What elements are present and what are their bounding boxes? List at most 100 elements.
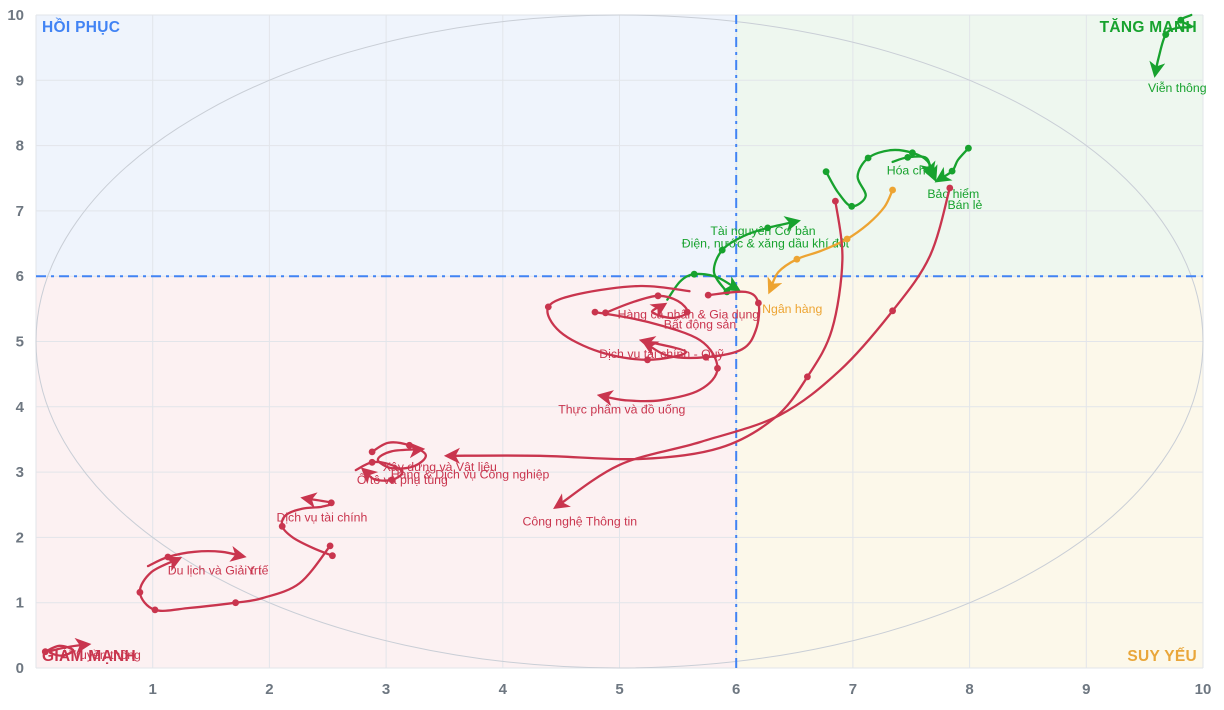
trail-group-3: Bán lẻ (891, 154, 982, 212)
trail-point-1[interactable] (848, 202, 856, 210)
trail-point-15[interactable] (327, 499, 335, 507)
trail-group-16: Du lịch và Giải trí (136, 542, 334, 614)
y-tick-5: 5 (16, 334, 24, 351)
trail-point-15[interactable] (329, 552, 336, 560)
trail-point-16[interactable] (136, 588, 144, 596)
sector-label-5: Điện, nước & xăng dầu khí đốt (682, 237, 850, 251)
y-tick-7: 7 (16, 203, 24, 220)
trail-point-0[interactable] (1162, 31, 1170, 38)
trail-point-6[interactable] (793, 255, 801, 263)
trail-point-18[interactable] (41, 648, 49, 656)
trail-point-8[interactable] (755, 299, 762, 307)
y-tick-9: 9 (16, 72, 24, 89)
trail-9[interactable] (546, 284, 691, 361)
trail-point-3[interactable] (904, 154, 912, 161)
y-tick-1: 1 (16, 595, 24, 612)
trail-point-17[interactable] (164, 553, 172, 561)
trail-group-2: Bảo hiểm (927, 144, 979, 201)
trail-point-14[interactable] (368, 458, 376, 466)
trail-point-4[interactable] (764, 224, 772, 232)
trail-point-6[interactable] (843, 235, 851, 243)
trail-point-1[interactable] (822, 168, 830, 176)
sector-label-18: Truyền thông (69, 648, 141, 662)
trail-point-13[interactable] (368, 448, 376, 456)
x-tick-7: 7 (849, 681, 857, 698)
trail-group-14: Ô tô và phụ tùng (354, 458, 448, 487)
x-tick-9: 9 (1082, 681, 1090, 698)
trail-group-11: Công nghệ Thông tin (522, 184, 954, 529)
sector-label-7: Hàng cá nhân & Gia dụng (618, 308, 760, 322)
trail-point-16[interactable] (232, 599, 240, 607)
y-tick-0: 0 (16, 660, 24, 677)
trail-group-12: Hàng & Dịch vụ Công nghiệp (391, 197, 844, 482)
trail-point-7[interactable] (654, 292, 662, 300)
x-tick-4: 4 (499, 681, 508, 698)
trail-point-1[interactable] (909, 149, 916, 157)
sector-label-13: Xây dựng và Vật liệu (383, 460, 497, 474)
trail-10[interactable] (593, 310, 719, 406)
trail-2[interactable] (934, 147, 970, 183)
trail-7[interactable] (604, 294, 689, 320)
trail-group-5: Điện, nước & xăng dầu khí đốt (666, 237, 850, 301)
sector-label-6: Ngân hàng (762, 302, 822, 316)
trail-16[interactable] (138, 544, 332, 613)
quadrant-label-top-left: HỒI PHỤC (42, 18, 120, 36)
y-tick-10: 10 (7, 7, 24, 24)
trail-point-8[interactable] (704, 291, 712, 299)
trail-point-2[interactable] (965, 144, 972, 152)
trail-point-6[interactable] (889, 186, 896, 194)
trail-group-0: Viễn thông (1148, 13, 1207, 95)
trail-point-12[interactable] (804, 373, 811, 381)
trail-group-13: Xây dựng và Vật liệu (368, 441, 497, 474)
trail-point-11[interactable] (889, 307, 896, 315)
trail-13[interactable] (370, 441, 427, 470)
y-tick-3: 3 (16, 464, 24, 481)
trail-group-10: Thực phẩm và đồ uống (558, 308, 721, 416)
trail-point-15[interactable] (278, 522, 286, 530)
sector-label-3: Bán lẻ (947, 198, 982, 212)
trail-point-9[interactable] (644, 356, 651, 364)
trail-point-16[interactable] (151, 606, 159, 614)
trail-point-10[interactable] (591, 308, 599, 316)
trail-group-9: Dịch vụ tài chính - Quỹ (544, 284, 725, 364)
sector-label-10: Thực phẩm và đồ uống (558, 402, 685, 416)
trail-12[interactable] (443, 199, 844, 464)
trail-point-13[interactable] (406, 441, 413, 449)
x-tick-3: 3 (382, 681, 390, 698)
y-tick-2: 2 (16, 529, 24, 546)
trail-point-1[interactable] (864, 154, 872, 162)
trail-point-5[interactable] (690, 270, 698, 278)
sector-label-14: Ô tô và phụ tùng (357, 472, 448, 487)
trail-point-14[interactable] (388, 476, 396, 484)
trail-group-17: Y tế (146, 546, 269, 578)
trail-group-6: Ngân hàng (762, 186, 896, 316)
sector-label-16: Du lịch và Giải trí (168, 564, 262, 578)
sector-label-17: Y tế (247, 564, 269, 578)
trail-point-7[interactable] (683, 308, 691, 316)
trail-18[interactable] (44, 637, 92, 657)
trail-3[interactable] (891, 155, 936, 179)
quadrant-label-bottom-left: GIẢM MẠNH (42, 648, 136, 665)
x-tick-5: 5 (615, 681, 623, 698)
trail-point-0[interactable] (1177, 16, 1185, 24)
sector-label-11: Công nghệ Thông tin (522, 515, 637, 529)
trail-point-10[interactable] (714, 364, 721, 372)
trail-point-12[interactable] (832, 197, 839, 205)
trail-group-15: Dịch vụ tài chính (276, 492, 368, 560)
trail-point-4[interactable] (718, 246, 726, 254)
trail-11[interactable] (553, 186, 951, 509)
x-tick-10: 10 (1195, 681, 1212, 698)
trail-17[interactable] (146, 546, 247, 568)
trail-point-2[interactable] (948, 167, 956, 175)
sector-label-0: Viễn thông (1148, 80, 1207, 95)
x-tick-2: 2 (265, 681, 273, 698)
trail-group-4: Tài nguyên Cơ bản (710, 216, 816, 296)
sector-label-12: Hàng & Dịch vụ Công nghiệp (391, 468, 550, 482)
trail-point-11[interactable] (946, 184, 954, 192)
trail-point-8[interactable] (702, 353, 710, 361)
trail-6[interactable] (767, 188, 894, 295)
trail-point-9[interactable] (544, 303, 552, 311)
x-tick-1: 1 (149, 681, 157, 698)
trail-point-16[interactable] (326, 542, 334, 550)
